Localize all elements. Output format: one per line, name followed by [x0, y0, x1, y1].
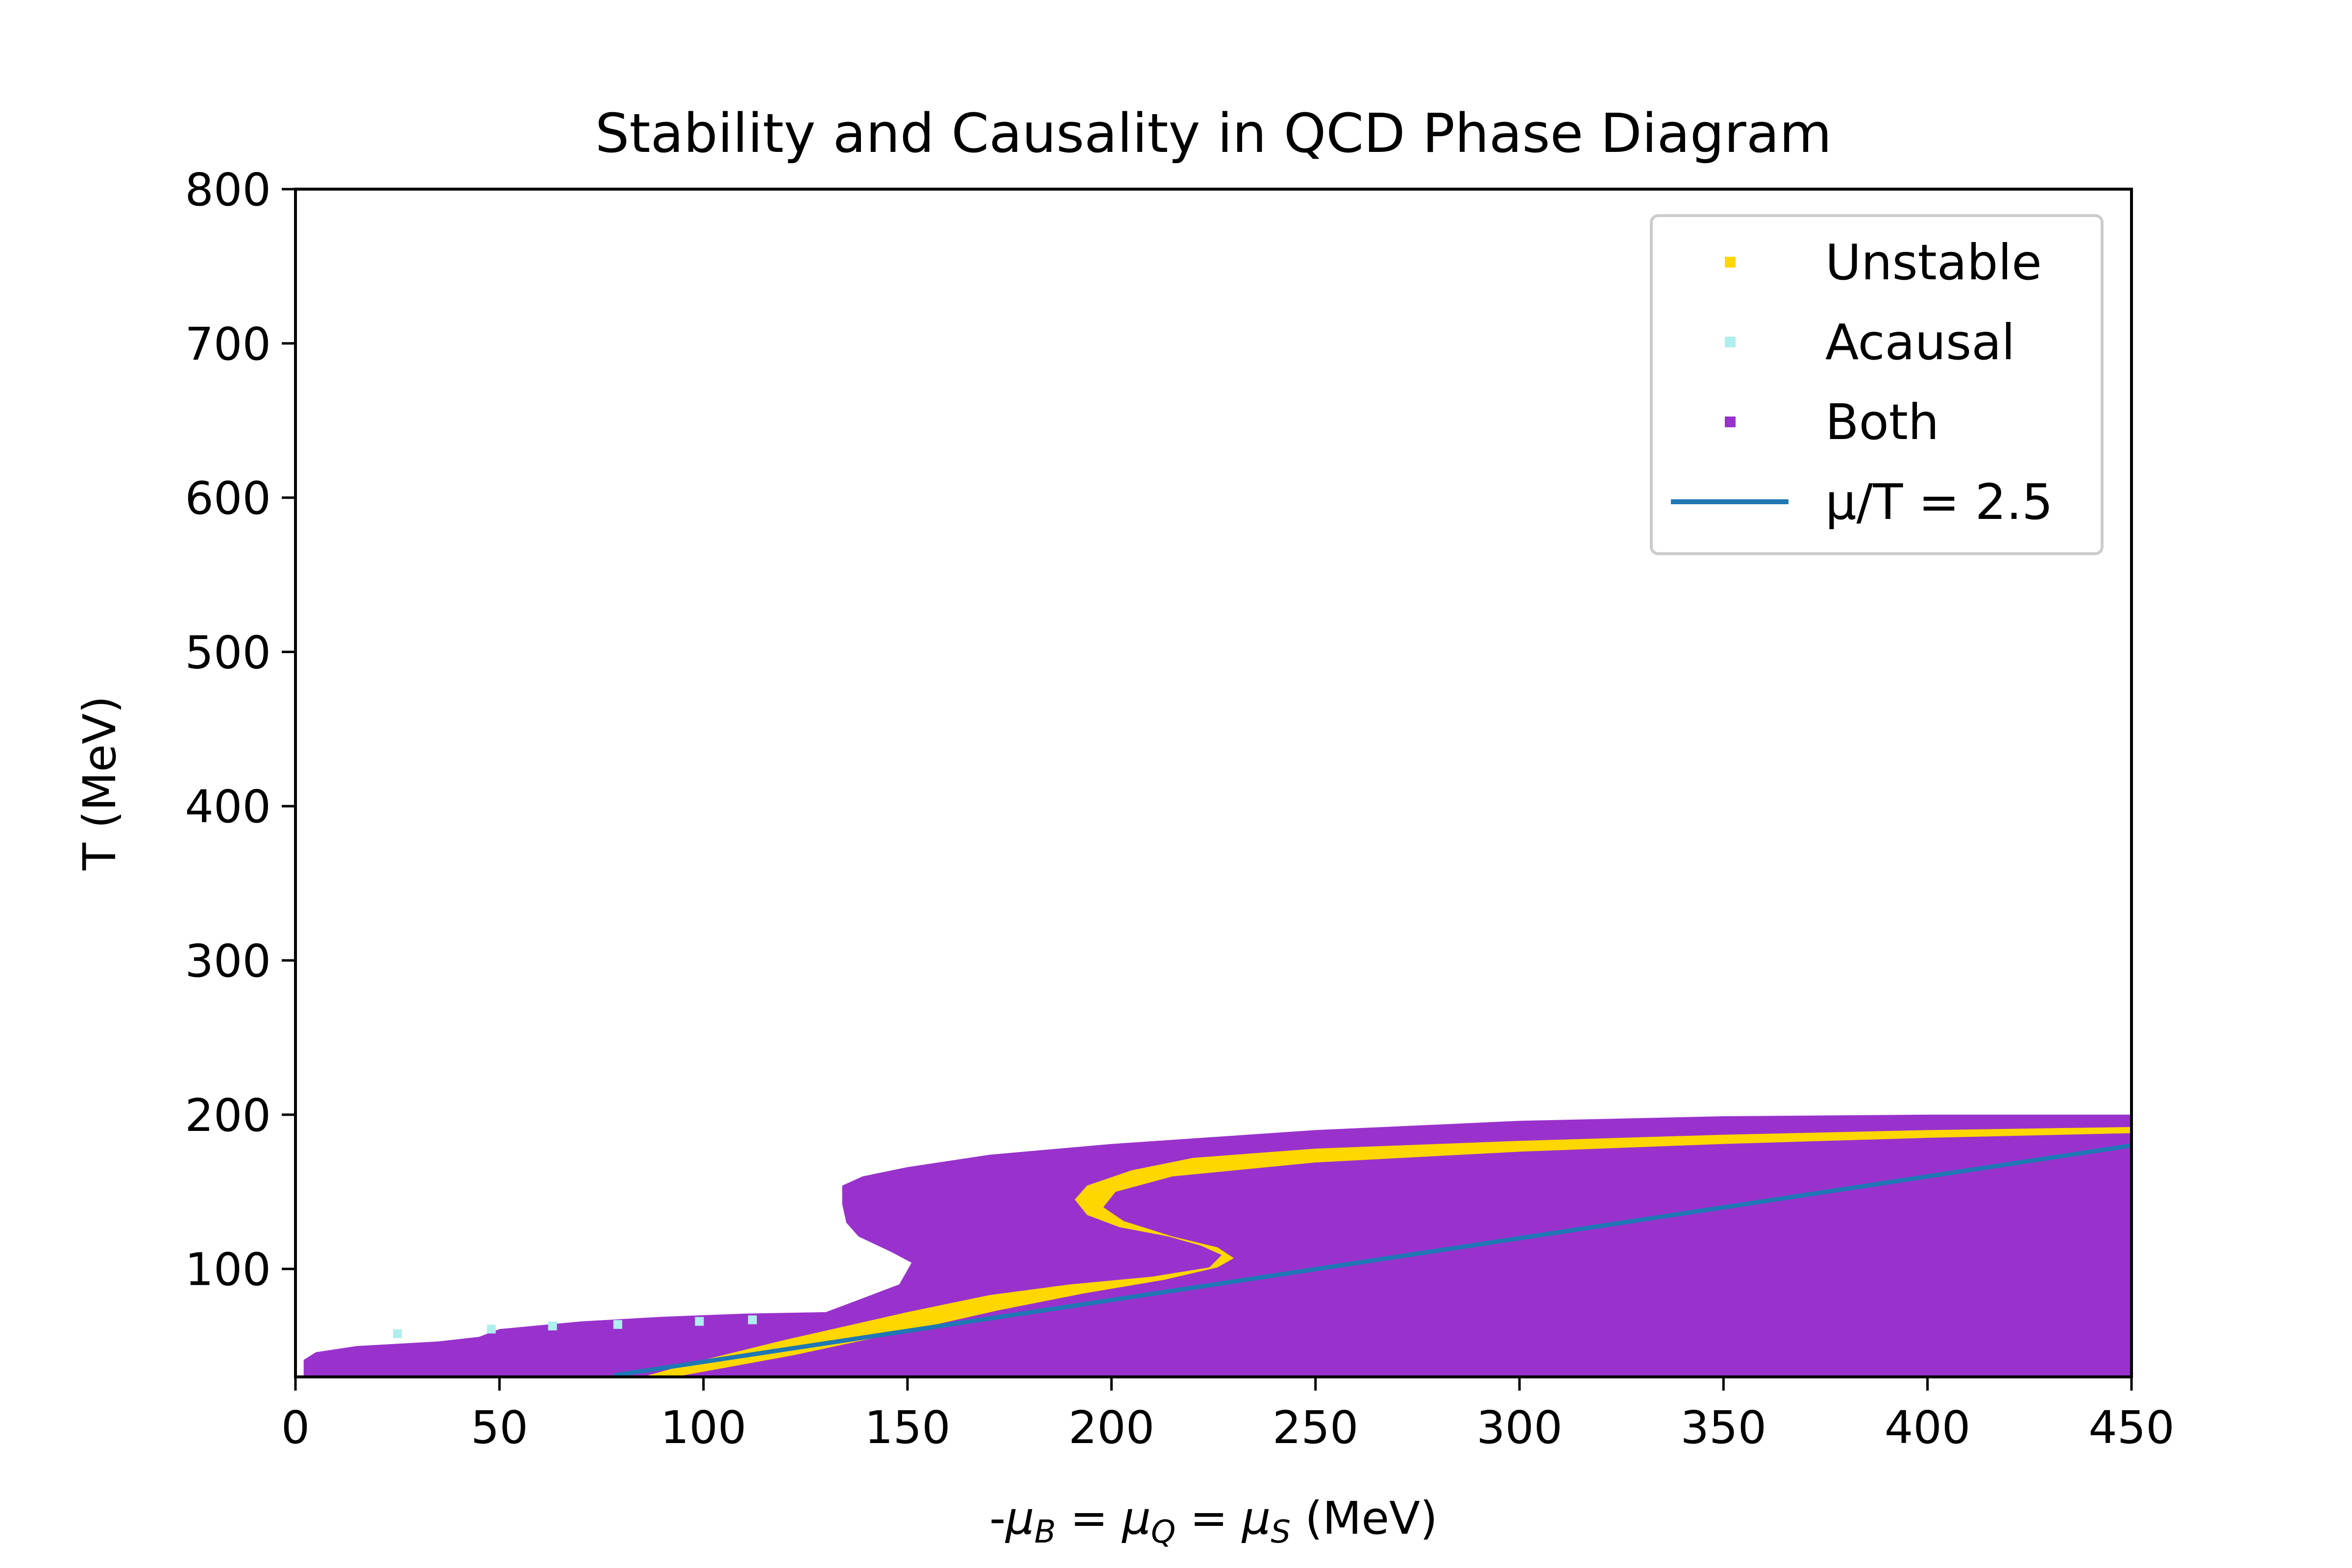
y-tick-label: 500 [185, 626, 271, 679]
x-label-mu-q: μ [1121, 1492, 1151, 1544]
x-tick-label: 450 [2088, 1401, 2175, 1454]
x-tick-label: 100 [661, 1401, 747, 1454]
x-label-unit: (MeV) [1291, 1492, 1438, 1544]
legend: Unstable Acausal Both μ/T = 2.5 [1650, 214, 2104, 555]
x-tick-label: 400 [1885, 1401, 1971, 1454]
y-tick-label: 700 [185, 318, 271, 370]
points-layer [393, 1315, 757, 1338]
y-tick-label: 600 [185, 472, 271, 525]
x-tick-label: 350 [1681, 1401, 1767, 1454]
x-axis-label: -μB = μQ = μS (MeV) [989, 1492, 1438, 1550]
x-tick-label: 50 [471, 1401, 528, 1454]
acausal-point [748, 1315, 757, 1324]
x-label-eq2: = [1176, 1492, 1242, 1544]
legend-label: μ/T = 2.5 [1825, 473, 2053, 531]
x-label-mu-s: μ [1241, 1492, 1271, 1544]
x-tick-label: 150 [864, 1401, 951, 1454]
acausal-point [695, 1317, 704, 1326]
y-tick-label: 800 [185, 164, 271, 216]
regions-layer [303, 1114, 2132, 1377]
plot-frame [294, 188, 2133, 1378]
legend-label: Both [1825, 393, 1939, 451]
y-tick-label: 200 [185, 1089, 271, 1142]
x-label-eq1: = [1056, 1492, 1123, 1544]
y-axis-ticks: 100 200 300 400 500 600 700 800 [185, 164, 295, 1296]
legend-label: Unstable [1825, 234, 2042, 291]
legend-marker [1725, 337, 1736, 347]
x-tick-label: 0 [281, 1401, 310, 1454]
region-both [303, 1114, 2132, 1377]
mu-over-t-line [613, 1143, 2132, 1378]
lines-layer [613, 1143, 2132, 1378]
chart-title: Stability and Causality in QCD Phase Dia… [595, 102, 1832, 165]
x-axis-ticks: 0 50 100 150 200 250 300 350 400 450 [281, 1377, 2175, 1454]
acausal-point [487, 1324, 496, 1334]
legend-marker [1725, 257, 1736, 268]
x-label-mu-b: μ [1004, 1492, 1034, 1544]
acausal-point [548, 1322, 557, 1331]
y-tick-label: 100 [185, 1244, 271, 1296]
acausal-point [393, 1329, 402, 1338]
region-unstable [642, 1127, 2132, 1377]
x-tick-label: 300 [1476, 1401, 1563, 1454]
x-label-sub-s: S [1271, 1514, 1291, 1550]
x-label-sub-b: B [1034, 1514, 1056, 1550]
x-tick-label: 200 [1069, 1401, 1155, 1454]
y-tick-label: 400 [185, 781, 271, 833]
legend-label: Acausal [1825, 314, 2015, 371]
x-label-sub-q: Q [1151, 1514, 1176, 1550]
y-axis-label: T (MeV) [74, 696, 126, 871]
legend-box [1650, 214, 2104, 555]
x-label-prefix: - [989, 1492, 1005, 1544]
acausal-point [613, 1320, 622, 1329]
x-tick-label: 250 [1273, 1401, 1359, 1454]
y-tick-label: 300 [185, 935, 271, 987]
legend-marker [1725, 416, 1736, 427]
